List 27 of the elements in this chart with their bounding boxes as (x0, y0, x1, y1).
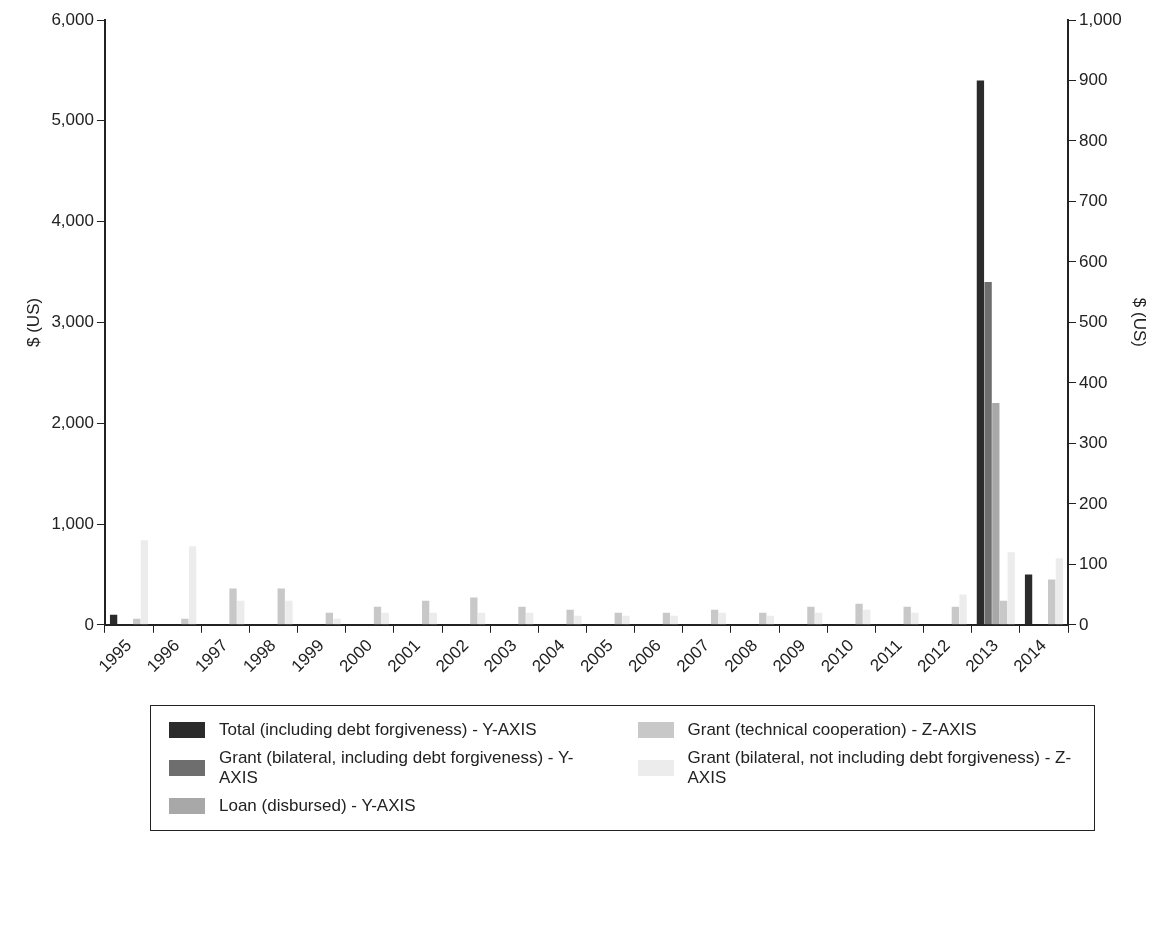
y2-tick-label: 900 (1079, 70, 1108, 90)
y2-tick-label: 0 (1079, 614, 1089, 634)
y-tick-label: 0 (84, 614, 94, 634)
y-tick-label: 2,000 (51, 412, 94, 432)
y2-tick-label: 300 (1079, 433, 1108, 453)
y2-tick-label: 100 (1079, 554, 1108, 574)
legend-label: Total (including debt forgiveness) - Y-AXIS (219, 720, 537, 740)
y2-tick-label: 400 (1079, 372, 1108, 392)
y2-tick-label: 800 (1079, 130, 1108, 150)
y2-tick-label: 1,000 (1079, 9, 1122, 29)
y-tick-label: 5,000 (51, 110, 94, 130)
y-tick-label: 4,000 (51, 211, 94, 231)
y-tick-label: 3,000 (51, 312, 94, 332)
legend-label: Grant (bilateral, including debt forgiveness) - Y-AXIS (219, 748, 575, 788)
y2-axis-title: $ (US) (1130, 297, 1150, 347)
y2-tick-label: 700 (1079, 191, 1108, 211)
bar (984, 282, 992, 625)
y-axis-title: $ (US) (23, 297, 43, 347)
y-tick-label: 1,000 (51, 513, 94, 533)
y2-tick-label: 200 (1079, 493, 1108, 513)
y2-tick-label: 600 (1079, 251, 1108, 271)
legend-label: Loan (disbursed) - Y-AXIS (219, 796, 416, 816)
legend-label: Grant (bilateral, not including debt forgiveness) - Z-AXIS (687, 748, 1073, 788)
y2-tick-label: 500 (1079, 312, 1108, 332)
y-tick-label: 6,000 (51, 9, 94, 29)
bar (992, 403, 1000, 625)
legend-label: Grant (technical cooperation) - Z-AXIS (687, 720, 977, 740)
